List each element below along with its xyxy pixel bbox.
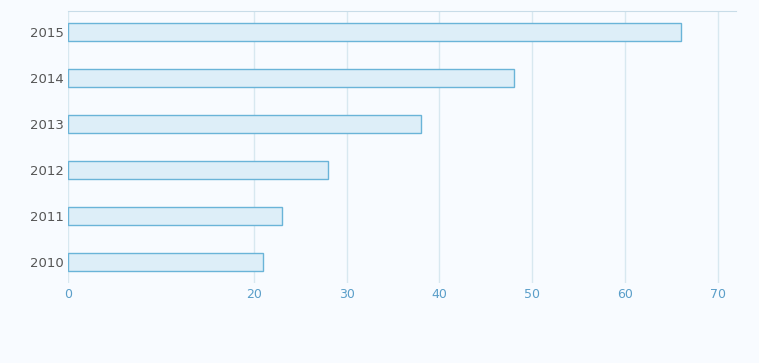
Bar bbox=[68, 69, 514, 87]
Bar bbox=[68, 23, 681, 41]
Bar bbox=[68, 207, 282, 225]
Bar bbox=[68, 161, 328, 179]
Bar bbox=[68, 115, 420, 133]
Bar bbox=[68, 253, 263, 271]
